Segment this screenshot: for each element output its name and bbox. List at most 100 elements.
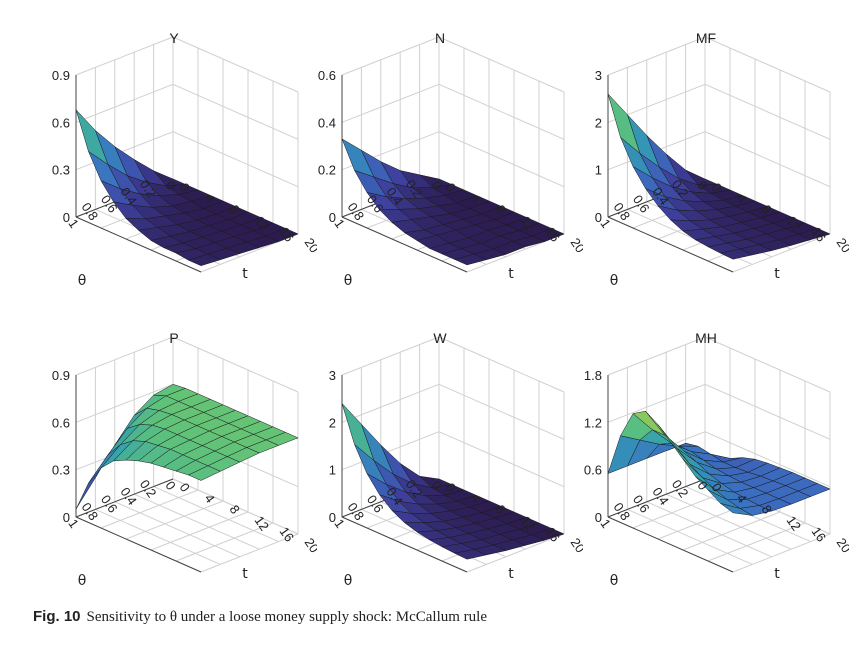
grid-line [438, 383, 565, 440]
surface-cell [719, 248, 754, 260]
grid-line [172, 83, 299, 140]
caption-label: Fig. 10 [33, 608, 81, 625]
z-tick-label: 0.3 [52, 163, 70, 178]
grid-line [153, 486, 279, 543]
t-axis-label: t [774, 566, 780, 582]
t-axis-label: t [774, 266, 780, 282]
t-axis-label: t [242, 266, 248, 282]
grid-line [438, 431, 565, 488]
z-tick-label: 0 [63, 510, 70, 525]
theta-axis-label: θ [610, 573, 619, 589]
t-axis-line [75, 516, 202, 573]
grid-line [607, 383, 706, 423]
t-tick-label: 12 [784, 513, 805, 533]
grid-line [341, 83, 440, 123]
grid-line [627, 508, 753, 565]
chart-panel-y: Y 0 0.3 0.6 0.9 1 0.8 0.6 0.4 0.2 0 0 4 8 12 16 20 θ t [30, 0, 317, 300]
grid-line [704, 383, 831, 440]
surface-mesh [607, 93, 831, 260]
theta-tick-label: 0 [162, 478, 178, 493]
axes [607, 375, 734, 573]
t-tick-label: 16 [809, 224, 830, 244]
grid-line [172, 336, 299, 393]
theta-axis-label: θ [78, 573, 87, 589]
surface-mesh [341, 138, 565, 266]
grid-line [704, 336, 831, 393]
t-tick-label: 16 [809, 524, 830, 544]
grid-line [438, 83, 565, 140]
grid-line [466, 533, 565, 573]
grid-line [75, 36, 174, 76]
z-tick-label: 0.9 [52, 368, 70, 383]
caption-text: Sensitivity to θ under a loose money sup… [86, 609, 487, 625]
grid-line [438, 36, 565, 93]
grid-line [125, 500, 224, 540]
z-tick-label: 0 [595, 210, 602, 225]
t-tick-label: 16 [277, 524, 298, 544]
z-tick-label: 3 [329, 368, 336, 383]
grid-line [341, 336, 440, 376]
surface-mesh [341, 403, 565, 560]
t-tick-label: 12 [784, 213, 805, 233]
t-tick-label: 12 [252, 513, 273, 533]
t-tick-label: 20 [834, 235, 849, 255]
grid-line [150, 511, 249, 551]
z-tick-label: 0 [329, 510, 336, 525]
z-tick-label: 1 [595, 163, 602, 178]
surface-cell [187, 253, 222, 266]
chart-panel-mh: MH 0 0.6 1.2 1.8 1 0.8 0.6 0.4 0.2 0 0 4 8 12 16 20 θ t [562, 300, 849, 600]
theta-axis-label: θ [344, 273, 353, 289]
surface-cell [453, 549, 488, 560]
t-axis-line [341, 516, 468, 573]
grid-line [438, 336, 565, 393]
t-axis-line [607, 516, 734, 573]
grid-line [646, 501, 773, 558]
theta-axis-line [75, 478, 174, 518]
t-axis-line [607, 216, 734, 273]
grid-line [704, 431, 831, 488]
z-tick-label: 0.9 [52, 68, 70, 83]
theta-axis-label: θ [344, 573, 353, 589]
grid-line [172, 36, 299, 93]
z-tick-label: 2 [329, 415, 336, 430]
grid-line [114, 501, 241, 558]
grid-line [704, 36, 831, 93]
t-tick-label: 20 [834, 535, 849, 555]
grid-line [75, 383, 174, 423]
z-tick-label: 0 [595, 510, 602, 525]
z-tick-label: 3 [595, 68, 602, 83]
t-axis-label: t [508, 266, 514, 282]
panel-title: N [435, 30, 445, 46]
t-tick-label: 12 [252, 213, 273, 233]
t-tick-label: 12 [518, 213, 539, 233]
grid-line [133, 493, 260, 550]
surface-cell [187, 465, 222, 481]
grid-line [172, 131, 299, 188]
z-tick-label: 0 [329, 210, 336, 225]
grid-line [438, 131, 565, 188]
figure-caption: Fig. 10 Sensitivity to θ under a loose mo… [33, 608, 487, 626]
grid-line [732, 233, 831, 273]
grid-line [682, 511, 781, 551]
grid-line [172, 478, 299, 535]
chart-panel-p: P 0 0.3 0.6 0.9 1 0.8 0.6 0.4 0.2 0 0 4 8 12 16 20 θ t [30, 300, 317, 600]
grid-line [704, 83, 831, 140]
t-tick-label: 12 [518, 513, 539, 533]
t-axis-line [341, 216, 468, 273]
panel-title: P [169, 330, 178, 346]
theta-axis-line [607, 478, 706, 518]
z-tick-label: 0.6 [52, 115, 70, 130]
figure-grid: Y 0 0.3 0.6 0.9 1 0.8 0.6 0.4 0.2 0 0 4 8 12 16 20 θ t N 0 0.… [30, 0, 849, 600]
axes [75, 375, 202, 573]
panel-title: Y [169, 30, 179, 46]
z-tick-label: 2 [595, 115, 602, 130]
z-tick-label: 0.2 [318, 163, 336, 178]
grid-line [607, 36, 706, 76]
surface-mesh [75, 384, 299, 510]
grid-line [200, 533, 299, 573]
z-tick-label: 0.3 [52, 463, 70, 478]
panel-title: W [433, 330, 447, 346]
grid-line [341, 383, 440, 423]
